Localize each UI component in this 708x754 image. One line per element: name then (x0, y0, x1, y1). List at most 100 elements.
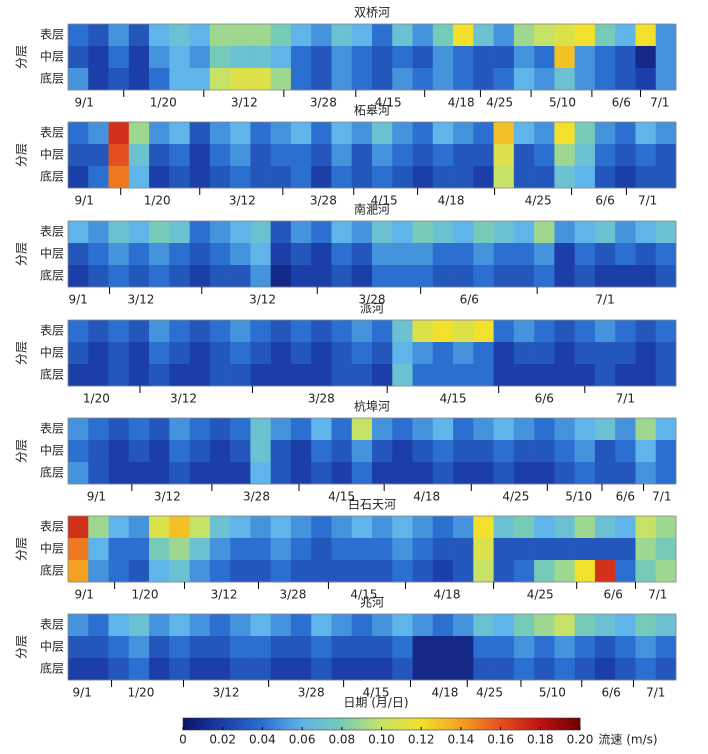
colorbar-segment (568, 718, 571, 730)
heatmap-cell (128, 144, 150, 167)
heatmap-cell (169, 516, 190, 539)
heatmap-cell (351, 342, 373, 365)
colorbar-tick-label: 0.04 (249, 733, 276, 747)
heatmap-cell (534, 46, 555, 69)
heatmap-cell (453, 538, 474, 561)
x-tick-label: 3/28 (298, 686, 325, 700)
heatmap-cell (88, 614, 109, 637)
colorbar-segment (419, 718, 422, 730)
colorbar-segment (359, 718, 363, 730)
heatmap-cell (453, 342, 474, 365)
heatmap-cell (554, 122, 575, 145)
heatmap-cell (412, 221, 434, 244)
colorbar-segment (254, 718, 257, 730)
heatmap-cell (574, 68, 596, 91)
y-axis-label: 分层 (15, 537, 29, 561)
heatmap-cell (513, 243, 535, 266)
heatmap-cell (655, 144, 677, 167)
x-tick-label: 9/1 (68, 293, 87, 307)
colorbar-segment (389, 718, 392, 730)
heatmap-cell (149, 144, 170, 167)
heatmap-cell (149, 221, 170, 244)
x-tick-label: 4/15 (375, 96, 402, 110)
colorbar-segment (470, 718, 474, 730)
heatmap-cell (574, 221, 596, 244)
heatmap-cell (615, 320, 636, 343)
x-tick-label: 3/28 (310, 194, 337, 208)
colorbar-segment (514, 718, 517, 730)
row-label: 中层 (40, 541, 64, 556)
colorbar-segment (300, 718, 303, 730)
heatmap-cell (128, 516, 150, 539)
heatmap-cell (331, 538, 353, 561)
heatmap-cell (311, 516, 332, 539)
heatmap-cell (270, 68, 292, 91)
heatmap-cell (635, 265, 657, 288)
heatmap-cell (453, 221, 474, 244)
colorbar-segment (204, 718, 208, 730)
heatmap-cell (270, 636, 292, 659)
heatmap-cell (351, 144, 373, 167)
heatmap-cell (412, 265, 434, 288)
colorbar-segment (417, 718, 420, 730)
heatmap-cell (473, 364, 494, 387)
heatmap-cell (169, 221, 190, 244)
colorbar-segment (216, 718, 220, 730)
colorbar-segment (413, 718, 416, 730)
heatmap-cell (635, 462, 657, 485)
heatmap-cell (209, 418, 231, 441)
heatmap-cell (351, 364, 373, 387)
heatmap-cell (493, 418, 515, 441)
heatmap-cell (594, 516, 616, 539)
colorbar-segment (462, 718, 466, 730)
heatmap-cell (149, 418, 170, 441)
heatmap-cell (68, 243, 89, 266)
heatmap-cell (108, 122, 130, 145)
colorbar-tick-label: 0.06 (289, 733, 316, 747)
colorbar-segment (496, 718, 500, 730)
heatmap-cell (209, 46, 231, 69)
colorbar-segment (218, 718, 222, 730)
heatmap-cell (554, 418, 575, 441)
heatmap-cell (209, 364, 231, 387)
heatmap-cell (513, 46, 535, 69)
heatmap-cell (169, 320, 190, 343)
colorbar-segment (492, 718, 496, 730)
heatmap-cell (230, 144, 251, 167)
heatmap-cell (574, 166, 596, 189)
heatmap-cell (68, 462, 89, 485)
colorbar-segment (385, 718, 388, 730)
heatmap-cell (270, 538, 292, 561)
colorbar-segment (538, 718, 541, 730)
heatmap-cell (412, 243, 434, 266)
colorbar-segment (183, 718, 186, 730)
x-tick-label: 3/12 (154, 490, 181, 504)
heatmap-cell (534, 614, 555, 637)
heatmap-cell (250, 24, 271, 47)
heatmap-cell (169, 68, 190, 91)
heatmap-cell (169, 658, 190, 681)
heatmap-cell (372, 418, 393, 441)
heatmap-cell (351, 68, 373, 91)
x-tick-label: 1/20 (150, 96, 177, 110)
heatmap-cell (453, 265, 474, 288)
colorbar-segment (335, 718, 339, 730)
heatmap-cell (331, 636, 353, 659)
colorbar-segment (407, 718, 410, 730)
heatmap-cell (189, 342, 211, 365)
colorbar-segment (298, 718, 301, 730)
heatmap-cell (635, 636, 657, 659)
colorbar-segment (554, 718, 557, 730)
colorbar-segment (397, 718, 400, 730)
heatmap-cell (169, 24, 190, 47)
heatmap-cell (473, 68, 494, 91)
plot-frame (67, 220, 677, 288)
heatmap-cell (230, 68, 251, 91)
heatmap-cell (615, 614, 636, 637)
heatmap-cell (432, 560, 454, 583)
colorbar-segment (248, 718, 251, 730)
heatmap-cell (189, 24, 211, 47)
heatmap-cell (534, 418, 555, 441)
colorbar-segment (524, 718, 527, 730)
heatmap-cell (290, 243, 312, 266)
